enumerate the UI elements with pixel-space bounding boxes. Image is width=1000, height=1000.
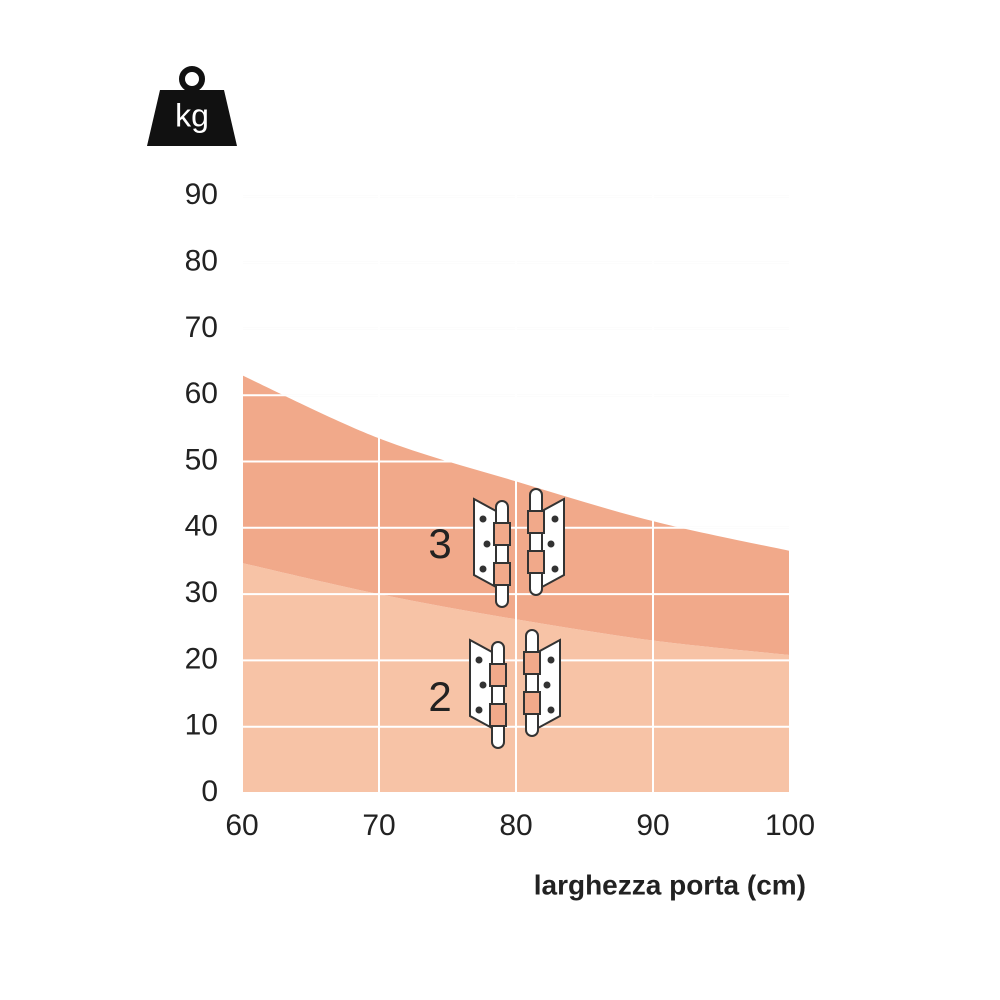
y-tick-label: 80 [185,245,218,278]
y-tick-label: 0 [201,775,218,808]
legend-label: 2 [428,673,451,720]
legend-label: 3 [428,520,451,567]
x-tick-label: 60 [225,809,258,842]
y-tick-label: 50 [185,443,218,476]
x-tick-label: 90 [636,809,669,842]
y-tick-label: 10 [185,709,218,742]
x-tick-label: 100 [765,809,815,842]
y-tick-label: 20 [185,642,218,675]
y-tick-label: 70 [185,311,218,344]
y-tick-label: 90 [185,178,218,211]
x-tick-label: 70 [362,809,395,842]
y-tick-label: 40 [185,510,218,543]
x-tick-label: 80 [499,809,532,842]
y-tick-label: 30 [185,576,218,609]
y-tick-label: 60 [185,377,218,410]
y-axis-label: kg [175,97,209,133]
kg-icon [147,66,237,146]
x-axis-label: larghezza porta (cm) [534,869,806,900]
